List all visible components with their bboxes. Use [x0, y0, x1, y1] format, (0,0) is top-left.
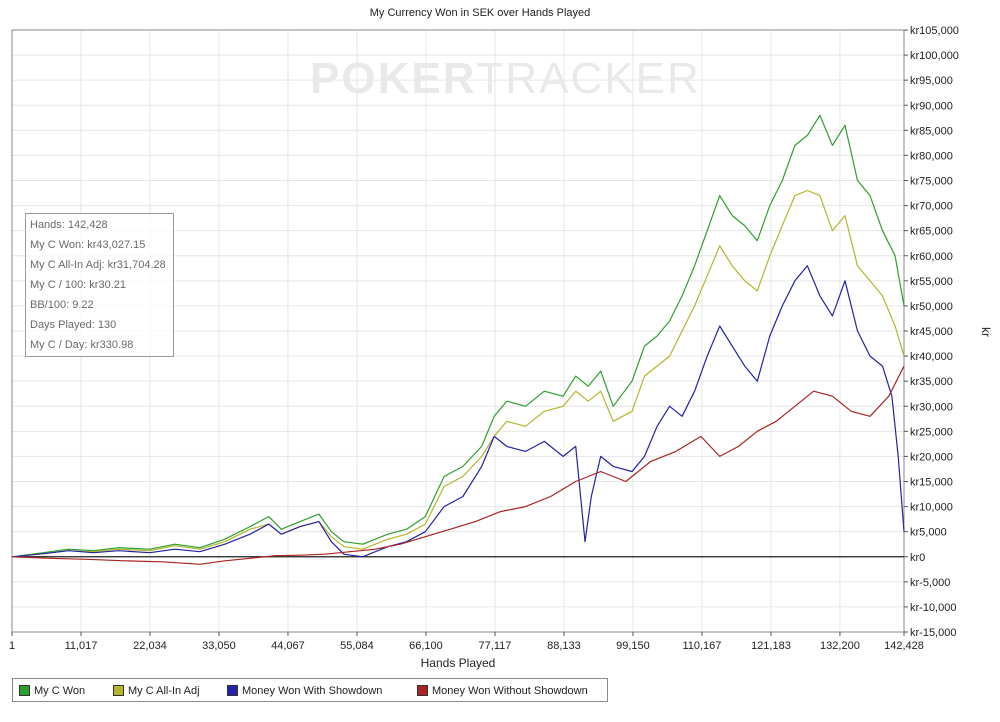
- y-tick-label: kr-15,000: [910, 627, 956, 639]
- legend-item-with-showdown[interactable]: Money Won With Showdown: [227, 684, 382, 698]
- series-line-2: [11, 265, 905, 558]
- legend-item-without-showdown[interactable]: Money Won Without Showdown: [417, 684, 588, 698]
- stat-per-day: My C / Day: kr330.98: [30, 339, 134, 351]
- stat-hands: Hands: 142,428: [30, 219, 108, 231]
- stat-per-100: My C / 100: kr30.21: [30, 279, 126, 291]
- y-tick-label: kr100,000: [910, 50, 959, 62]
- y-tick-label: kr-5,000: [910, 577, 950, 589]
- y-tick-label: kr35,000: [910, 376, 953, 388]
- x-tick-label: 44,067: [271, 640, 305, 652]
- legend-swatch-icon: [227, 684, 238, 696]
- y-tick-label: kr60,000: [910, 251, 953, 263]
- y-tick-label: kr65,000: [910, 226, 953, 238]
- stat-bb-100: BB/100: 9.22: [30, 299, 94, 311]
- y-tick-label: kr20,000: [910, 451, 953, 463]
- x-tick-label: 11,017: [65, 640, 98, 652]
- series-lines: [11, 114, 905, 565]
- chart-title: My Currency Won in SEK over Hands Played: [370, 7, 591, 19]
- x-tick-label: 110,167: [682, 640, 721, 652]
- y-tick-label: kr5,000: [910, 527, 947, 539]
- y-tick-label: kr10,000: [910, 502, 953, 514]
- legend-label: Money Won Without Showdown: [432, 685, 588, 697]
- y-tick-label: kr-10,000: [910, 602, 956, 614]
- legend-swatch-icon: [113, 684, 124, 696]
- x-tick-label: 132,200: [820, 640, 860, 652]
- legend-item-my-c-won[interactable]: My C Won: [19, 684, 85, 698]
- stat-won: My C Won: kr43,027.15: [30, 239, 146, 251]
- series-line-3: [11, 365, 905, 565]
- x-tick-label: 121,183: [751, 640, 791, 652]
- stats-box: Hands: 142,428 My C Won: kr43,027.15 My …: [25, 213, 174, 357]
- y-tick-label: kr45,000: [910, 326, 953, 338]
- y-tick-label: kr25,000: [910, 426, 953, 438]
- y-tick-label: kr70,000: [910, 201, 953, 213]
- series-line-0: [11, 114, 905, 558]
- y-tick-label: kr55,000: [910, 276, 953, 288]
- y-tick-label: kr75,000: [910, 176, 953, 188]
- y-tick-label: kr40,000: [910, 351, 953, 363]
- x-tick-label: 99,150: [616, 640, 650, 652]
- stat-days-played: Days Played: 130: [30, 319, 117, 331]
- y-tick-label: kr95,000: [910, 75, 953, 87]
- legend: My C Won My C All-In Adj Money Won With …: [12, 678, 608, 702]
- x-tick-label: 22,034: [133, 640, 167, 652]
- pokertracker-watermark: POKERTRACKER: [310, 54, 701, 103]
- legend-label: My C Won: [34, 685, 86, 697]
- y-tick-label: kr85,000: [910, 125, 953, 137]
- legend-swatch-icon: [417, 684, 428, 696]
- series-line-1: [11, 189, 905, 558]
- legend-label: Money Won With Showdown: [242, 685, 383, 697]
- x-tick-label: 66,100: [409, 640, 443, 652]
- x-tick-label: 1: [9, 640, 15, 652]
- x-axis-ticks: 1 11,017 22,034 33,050 44,067 55,084 66,100 77,…: [9, 632, 924, 652]
- legend-item-allin-adj[interactable]: My C All-In Adj: [113, 684, 200, 698]
- legend-swatch-icon: [19, 684, 30, 696]
- y-tick-label: kr50,000: [910, 301, 953, 313]
- y-tick-label: kr105,000: [910, 25, 959, 37]
- y-axis-ticks: kr-15,000 kr-10,000 kr-5,000 kr0 kr5,000 kr10…: [904, 25, 959, 639]
- x-axis-title: Hands Played: [421, 656, 496, 670]
- x-tick-label: 55,084: [340, 640, 374, 652]
- x-tick-label: 77,117: [479, 640, 512, 652]
- y-axis-title: kr: [979, 327, 993, 337]
- x-tick-label: 33,050: [202, 640, 236, 652]
- y-tick-label: kr15,000: [910, 477, 953, 489]
- stat-allin-adj: My C All-In Adj: kr31,704.28: [30, 259, 166, 271]
- y-tick-label: kr0: [910, 552, 925, 564]
- legend-label: My C All-In Adj: [128, 685, 200, 697]
- y-tick-label: kr90,000: [910, 100, 953, 112]
- x-tick-label: 142,428: [884, 640, 924, 652]
- y-tick-label: kr80,000: [910, 150, 953, 162]
- x-tick-label: 88,133: [547, 640, 581, 652]
- y-tick-label: kr30,000: [910, 401, 953, 413]
